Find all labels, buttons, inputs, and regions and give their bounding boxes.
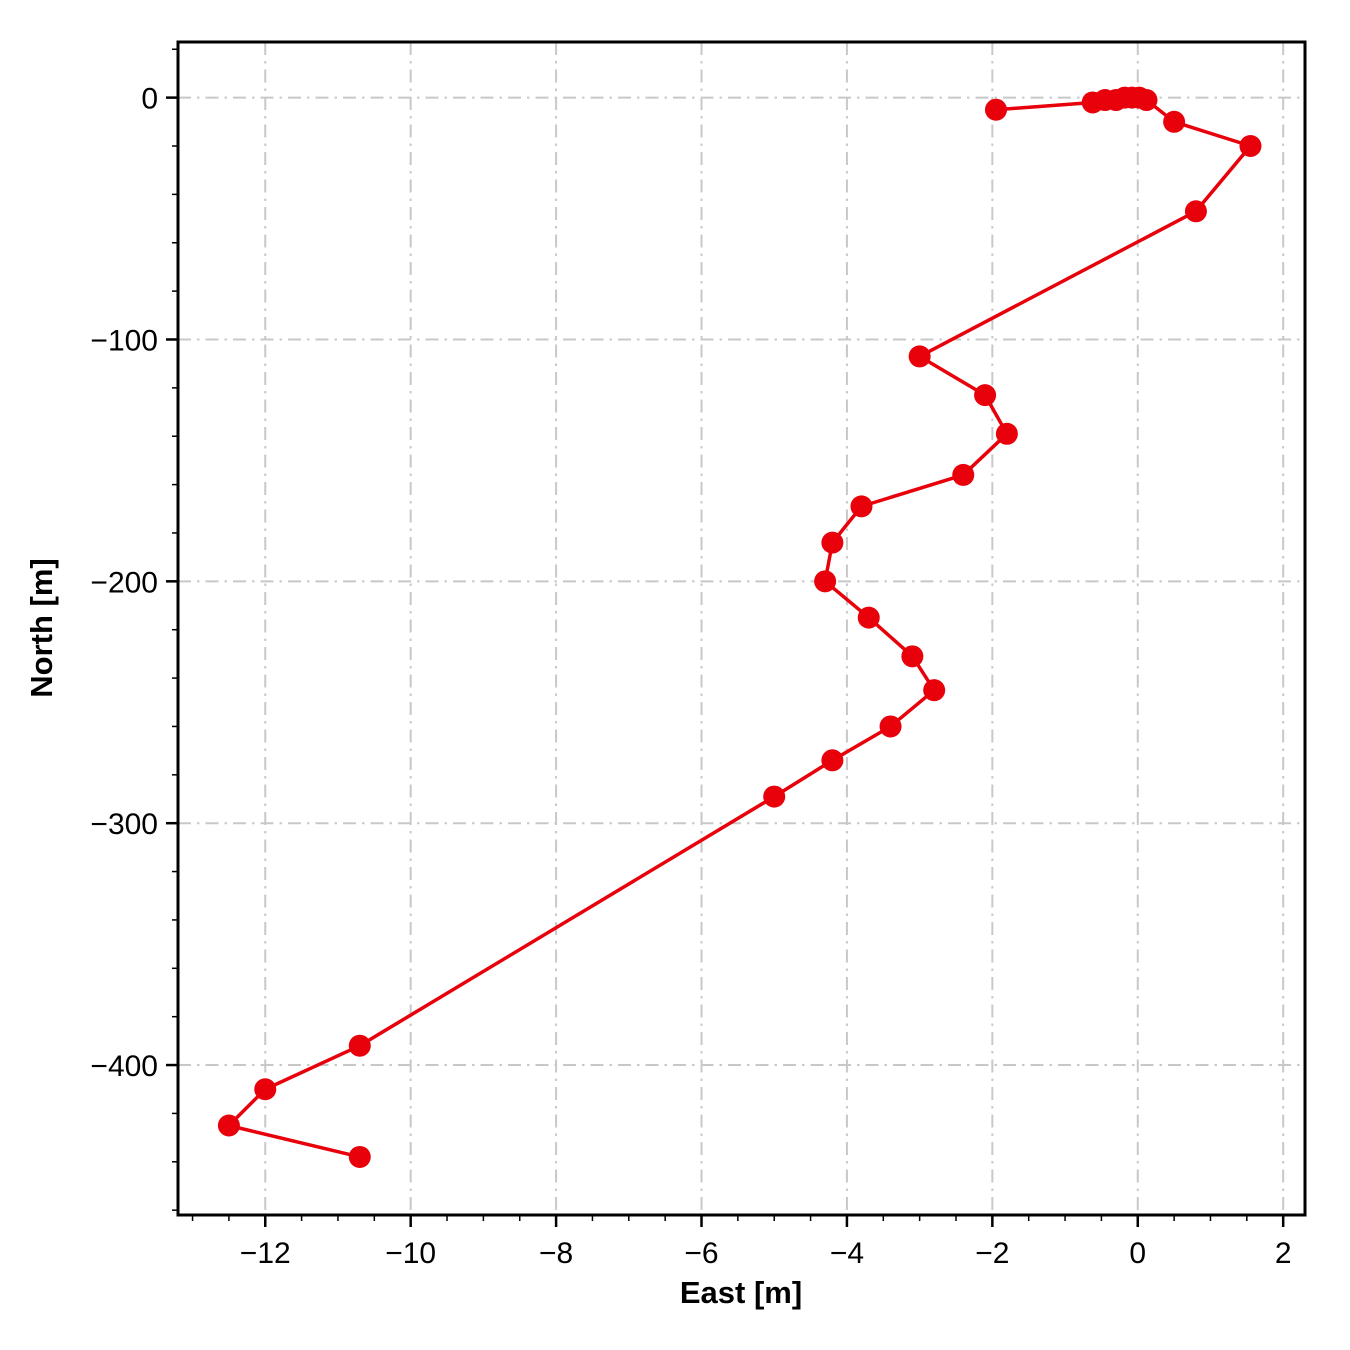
x-tick-label: −4 xyxy=(830,1237,864,1270)
y-axis-label: North [m] xyxy=(24,558,59,697)
y-tick-label: −400 xyxy=(90,1050,158,1083)
x-tick-label: −12 xyxy=(240,1237,291,1270)
plot-frame xyxy=(176,40,1307,1217)
x-tick-labels: −12 −10 −8 −6 −4 −2 0 2 xyxy=(240,1237,1292,1270)
axis-ticks xyxy=(166,48,1285,1227)
x-tick-label: −8 xyxy=(539,1237,573,1270)
y-tick-label: −100 xyxy=(90,324,158,357)
y-tick-labels: 0 −100 −200 −300 −400 xyxy=(90,83,158,1083)
x-axis-label: East [m] xyxy=(680,1275,802,1310)
grid-lines xyxy=(178,42,1305,1215)
trajectory-series xyxy=(217,86,1262,1168)
x-tick-label: 0 xyxy=(1129,1237,1146,1270)
x-tick-label: −6 xyxy=(684,1237,718,1270)
x-tick-label: −10 xyxy=(385,1237,436,1270)
x-tick-label: −2 xyxy=(975,1237,1009,1270)
x-tick-label: 2 xyxy=(1275,1237,1292,1270)
y-tick-label: −300 xyxy=(90,808,158,841)
y-tick-label: 0 xyxy=(141,83,158,116)
y-tick-label: −200 xyxy=(90,566,158,599)
